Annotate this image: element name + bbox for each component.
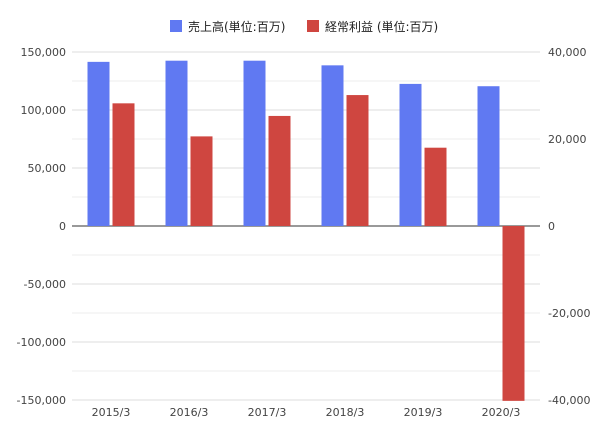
bar-sales [87, 61, 110, 226]
right-tick-label: 40,000 [548, 46, 587, 59]
left-tick-label: -50,000 [24, 278, 66, 291]
category-axis-labels: 2015/3 2016/3 2017/3 2018/3 2019/3 2020/3 [92, 406, 521, 419]
bar-ordinary-profit [112, 103, 135, 226]
legend: 売上高(単位:百万) 経常利益 (単位:百万) [170, 19, 438, 34]
bar-ordinary-profit [502, 226, 525, 401]
right-tick-label: -40,000 [548, 394, 590, 407]
bar-sales [477, 86, 500, 226]
left-axis-ticks: 150,000 100,000 50,000 0 -50,000 -100,000 -150… [17, 46, 66, 407]
left-tick-label: -100,000 [17, 336, 66, 349]
legend-label-sales: 売上高(単位:百万) [188, 19, 285, 34]
bar-sales [321, 65, 344, 226]
left-tick-label: 100,000 [21, 104, 67, 117]
legend-swatch-sales [170, 20, 182, 32]
right-tick-label: 0 [548, 220, 555, 233]
bar-sales [399, 83, 422, 227]
bar-series [87, 60, 525, 401]
category-label: 2020/3 [482, 406, 521, 419]
left-tick-label: 0 [59, 220, 66, 233]
bar-ordinary-profit [424, 147, 447, 226]
legend-swatch-ordinary-profit [307, 20, 319, 32]
legend-label-ordinary-profit: 経常利益 (単位:百万) [325, 19, 438, 34]
bar-ordinary-profit [268, 115, 291, 226]
left-tick-label: 150,000 [21, 46, 67, 59]
category-label: 2017/3 [248, 406, 287, 419]
right-axis-ticks: 40,000 20,000 0 -20,000 -40,000 [548, 46, 590, 407]
category-label: 2019/3 [404, 406, 443, 419]
right-tick-label: -20,000 [548, 307, 590, 320]
bar-ordinary-profit [346, 95, 369, 226]
bar-ordinary-profit [190, 136, 213, 226]
left-tick-label: -150,000 [17, 394, 66, 407]
category-label: 2018/3 [326, 406, 365, 419]
bar-sales [165, 60, 188, 227]
gridlines [72, 51, 540, 401]
left-tick-label: 50,000 [28, 162, 67, 175]
bar-sales [243, 60, 266, 227]
right-tick-label: 20,000 [548, 133, 587, 146]
category-label: 2015/3 [92, 406, 131, 419]
category-label: 2016/3 [170, 406, 209, 419]
